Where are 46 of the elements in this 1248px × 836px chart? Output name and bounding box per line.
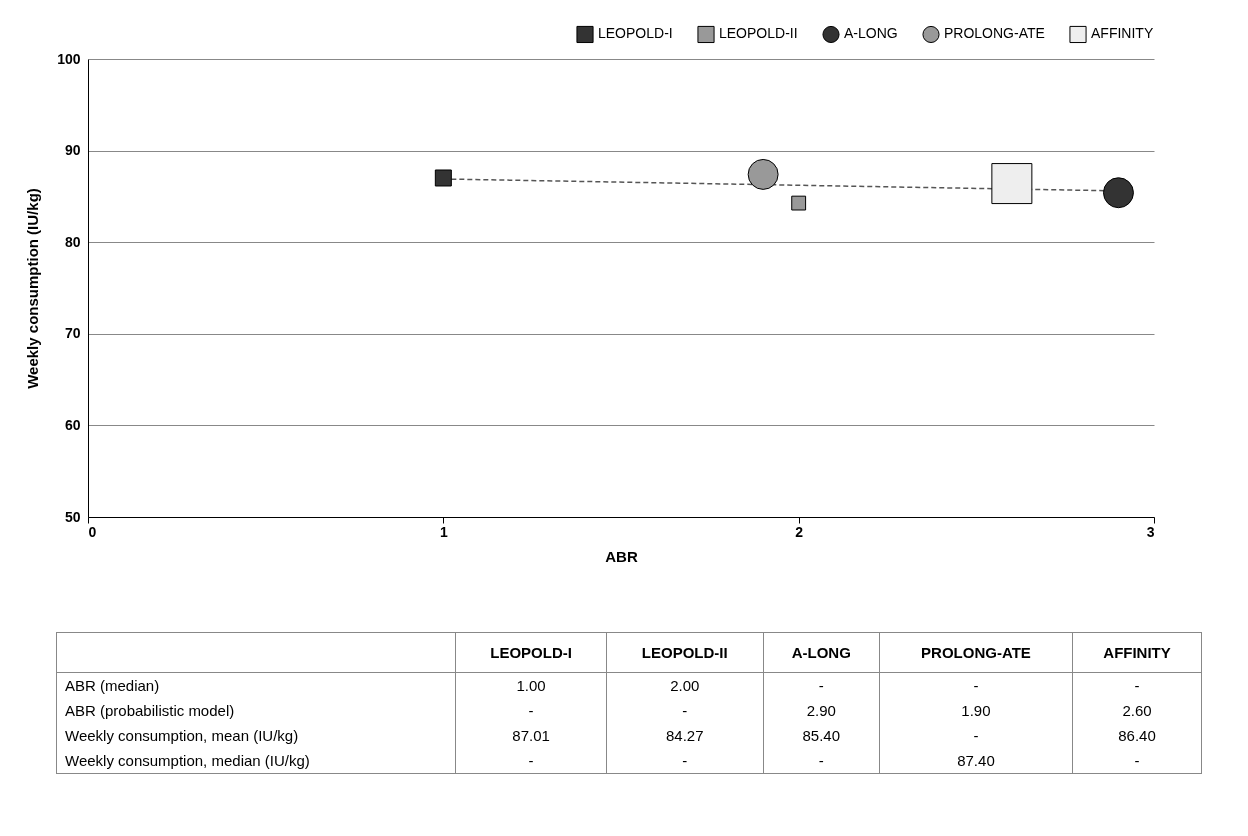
text: - (1072, 672, 1202, 698)
text: Weekly consumption, median (IU/kg) (56, 748, 456, 774)
text: 84.27 (606, 723, 764, 748)
text: 86.40 (1072, 723, 1202, 748)
text: - (606, 698, 764, 723)
text: 2.90 (763, 698, 880, 723)
text: - (879, 723, 1073, 748)
text: LEOPOLD-II (641, 644, 728, 661)
text: - (606, 748, 764, 774)
legend-label: PROLONG-ATE (944, 25, 1045, 42)
text: - (455, 698, 607, 723)
legend-label: A-LONG (844, 25, 898, 42)
x-tick-label: 0 (88, 523, 97, 540)
text: ABR (probabilistic model) (56, 698, 456, 723)
text: - (763, 672, 880, 698)
text: 87.40 (879, 748, 1073, 774)
x-tick-label: 2 (795, 523, 804, 540)
y-axis-title: Weekly consumption (IU/kg) (24, 188, 42, 389)
y-tick-label: 50 (64, 508, 81, 525)
y-tick-label: 100 (57, 50, 81, 67)
text: - (1072, 748, 1202, 774)
text: AFFINITY (1103, 644, 1171, 661)
text: 87.01 (455, 723, 607, 748)
text: 2.00 (606, 672, 764, 698)
text: 2.60 (1072, 698, 1202, 723)
y-tick-label: 70 (64, 325, 81, 342)
text: - (763, 748, 880, 774)
y-tick-label: 60 (64, 416, 81, 433)
text: - (455, 748, 607, 774)
y-tick-label: 90 (64, 142, 81, 159)
legend-label: LEOPOLD-I (598, 25, 673, 42)
legend-label: LEOPOLD-II (719, 25, 798, 42)
y-tick-label: 80 (64, 233, 81, 250)
text: 85.40 (763, 723, 880, 748)
text: ABR (median) (56, 672, 456, 698)
text: PROLONG-ATE (921, 644, 1031, 661)
text: LEOPOLD-I (490, 644, 572, 661)
text: 1.90 (879, 698, 1073, 723)
text: A-LONG (791, 644, 851, 661)
text: 1.00 (455, 672, 607, 698)
x-tick-label: 3 (1146, 523, 1155, 540)
x-tick-label: 1 (439, 523, 448, 540)
text: Weekly consumption, mean (IU/kg) (56, 723, 456, 748)
x-axis-title: ABR (605, 547, 638, 565)
text: - (879, 672, 1073, 698)
legend-label: AFFINITY (1091, 25, 1154, 42)
